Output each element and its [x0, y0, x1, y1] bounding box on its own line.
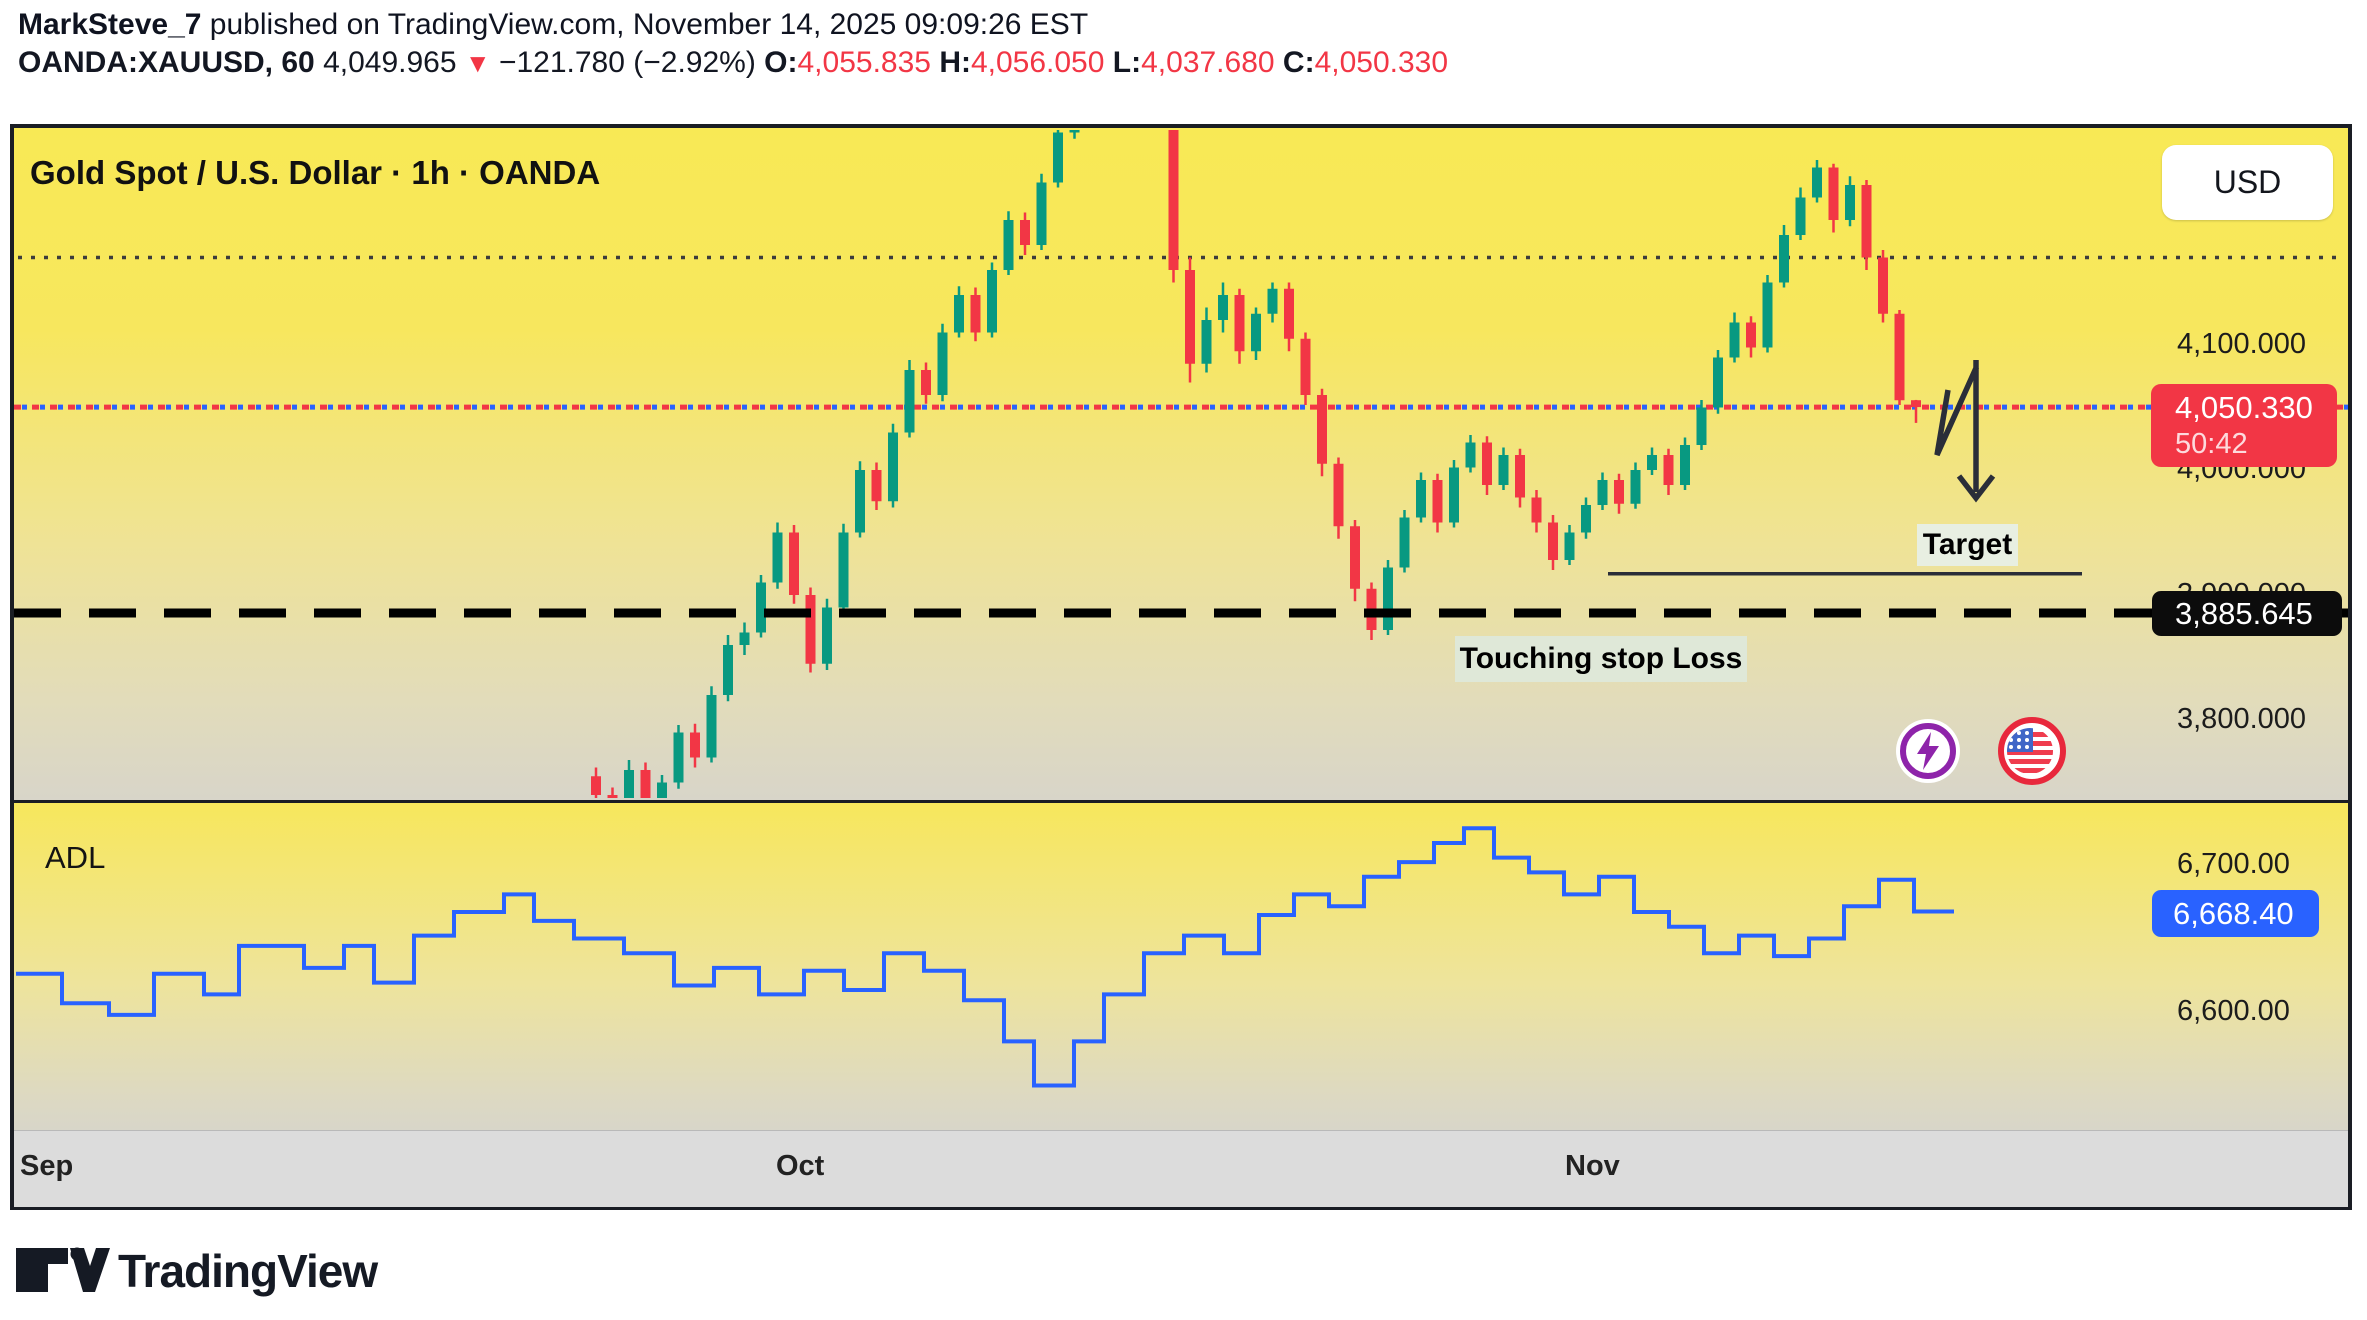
stop-loss-badge: 3,885.645 [2152, 591, 2342, 636]
adl-pane-background [14, 803, 2348, 1130]
usa-flag-sticker-icon [1998, 717, 2066, 785]
tradingview-wordmark[interactable]: TradingView [118, 1245, 378, 1297]
lightning-sticker-icon [1896, 719, 1960, 783]
high-label: H: [939, 46, 971, 79]
pane-divider[interactable] [14, 800, 2348, 803]
currency-usd-button[interactable]: USD [2162, 145, 2333, 220]
lightning-bolt-glyph [1917, 732, 1939, 770]
price-scale-label: 3,800.000 [2177, 703, 2307, 735]
last-price-badge: 4,050.330 50:42 [2151, 384, 2337, 467]
adl-indicator-label: ADL [45, 840, 106, 875]
last-price: 4,049.965 [323, 46, 457, 79]
close-value: 4,050.330 [1314, 46, 1449, 79]
target-annotation[interactable]: Target [1917, 524, 2018, 566]
adl-scale-label: 6,700.00 [2177, 848, 2290, 880]
low-label: L: [1112, 46, 1142, 79]
bar-countdown: 50:42 [2175, 428, 2248, 460]
time-axis-month: Sep [20, 1150, 74, 1182]
symbol-info-line: OANDA:XAUUSD, 60 4,049.965 ▼ −121.780 (−… [18, 46, 1448, 80]
open-value: 4,055.835 [797, 46, 931, 79]
published-byline: MarkSteve_7 published on TradingView.com… [18, 8, 1088, 42]
time-axis-band[interactable] [14, 1130, 2348, 1207]
time-axis-month: Nov [1565, 1150, 1620, 1182]
close-label: C: [1282, 46, 1315, 79]
last-price-badge-value: 4,050.330 [2175, 390, 2313, 425]
open-label: O: [764, 46, 798, 79]
stop-loss-annotation[interactable]: Touching stop Loss [1455, 636, 1747, 682]
chart-area[interactable]: Gold Spot / U.S. Dollar · 1h · OANDA USD… [10, 124, 2352, 1210]
symbol-name: OANDA:XAUUSD, 60 [18, 46, 315, 79]
published-text: published on TradingView.com, November 1… [201, 8, 1089, 41]
price-plot-svg [14, 130, 2348, 1088]
price-scale-label: 4,100.000 [2177, 328, 2307, 360]
change-value: −121.780 (−2.92%) [498, 46, 756, 79]
tradingview-logo-icon[interactable] [14, 1242, 114, 1298]
author-name: MarkSteve_7 [18, 8, 202, 41]
time-axis-month: Oct [776, 1150, 825, 1182]
adl-scale-label: 6,600.00 [2177, 995, 2290, 1027]
low-value: 4,037.680 [1141, 46, 1275, 79]
down-triangle-icon: ▼ [464, 48, 491, 78]
main-pane-background [14, 128, 2348, 800]
chart-legend-title: Gold Spot / U.S. Dollar · 1h · OANDA [30, 154, 601, 191]
adl-value-badge: 6,668.40 [2152, 890, 2319, 937]
high-value: 4,056.050 [970, 46, 1105, 79]
